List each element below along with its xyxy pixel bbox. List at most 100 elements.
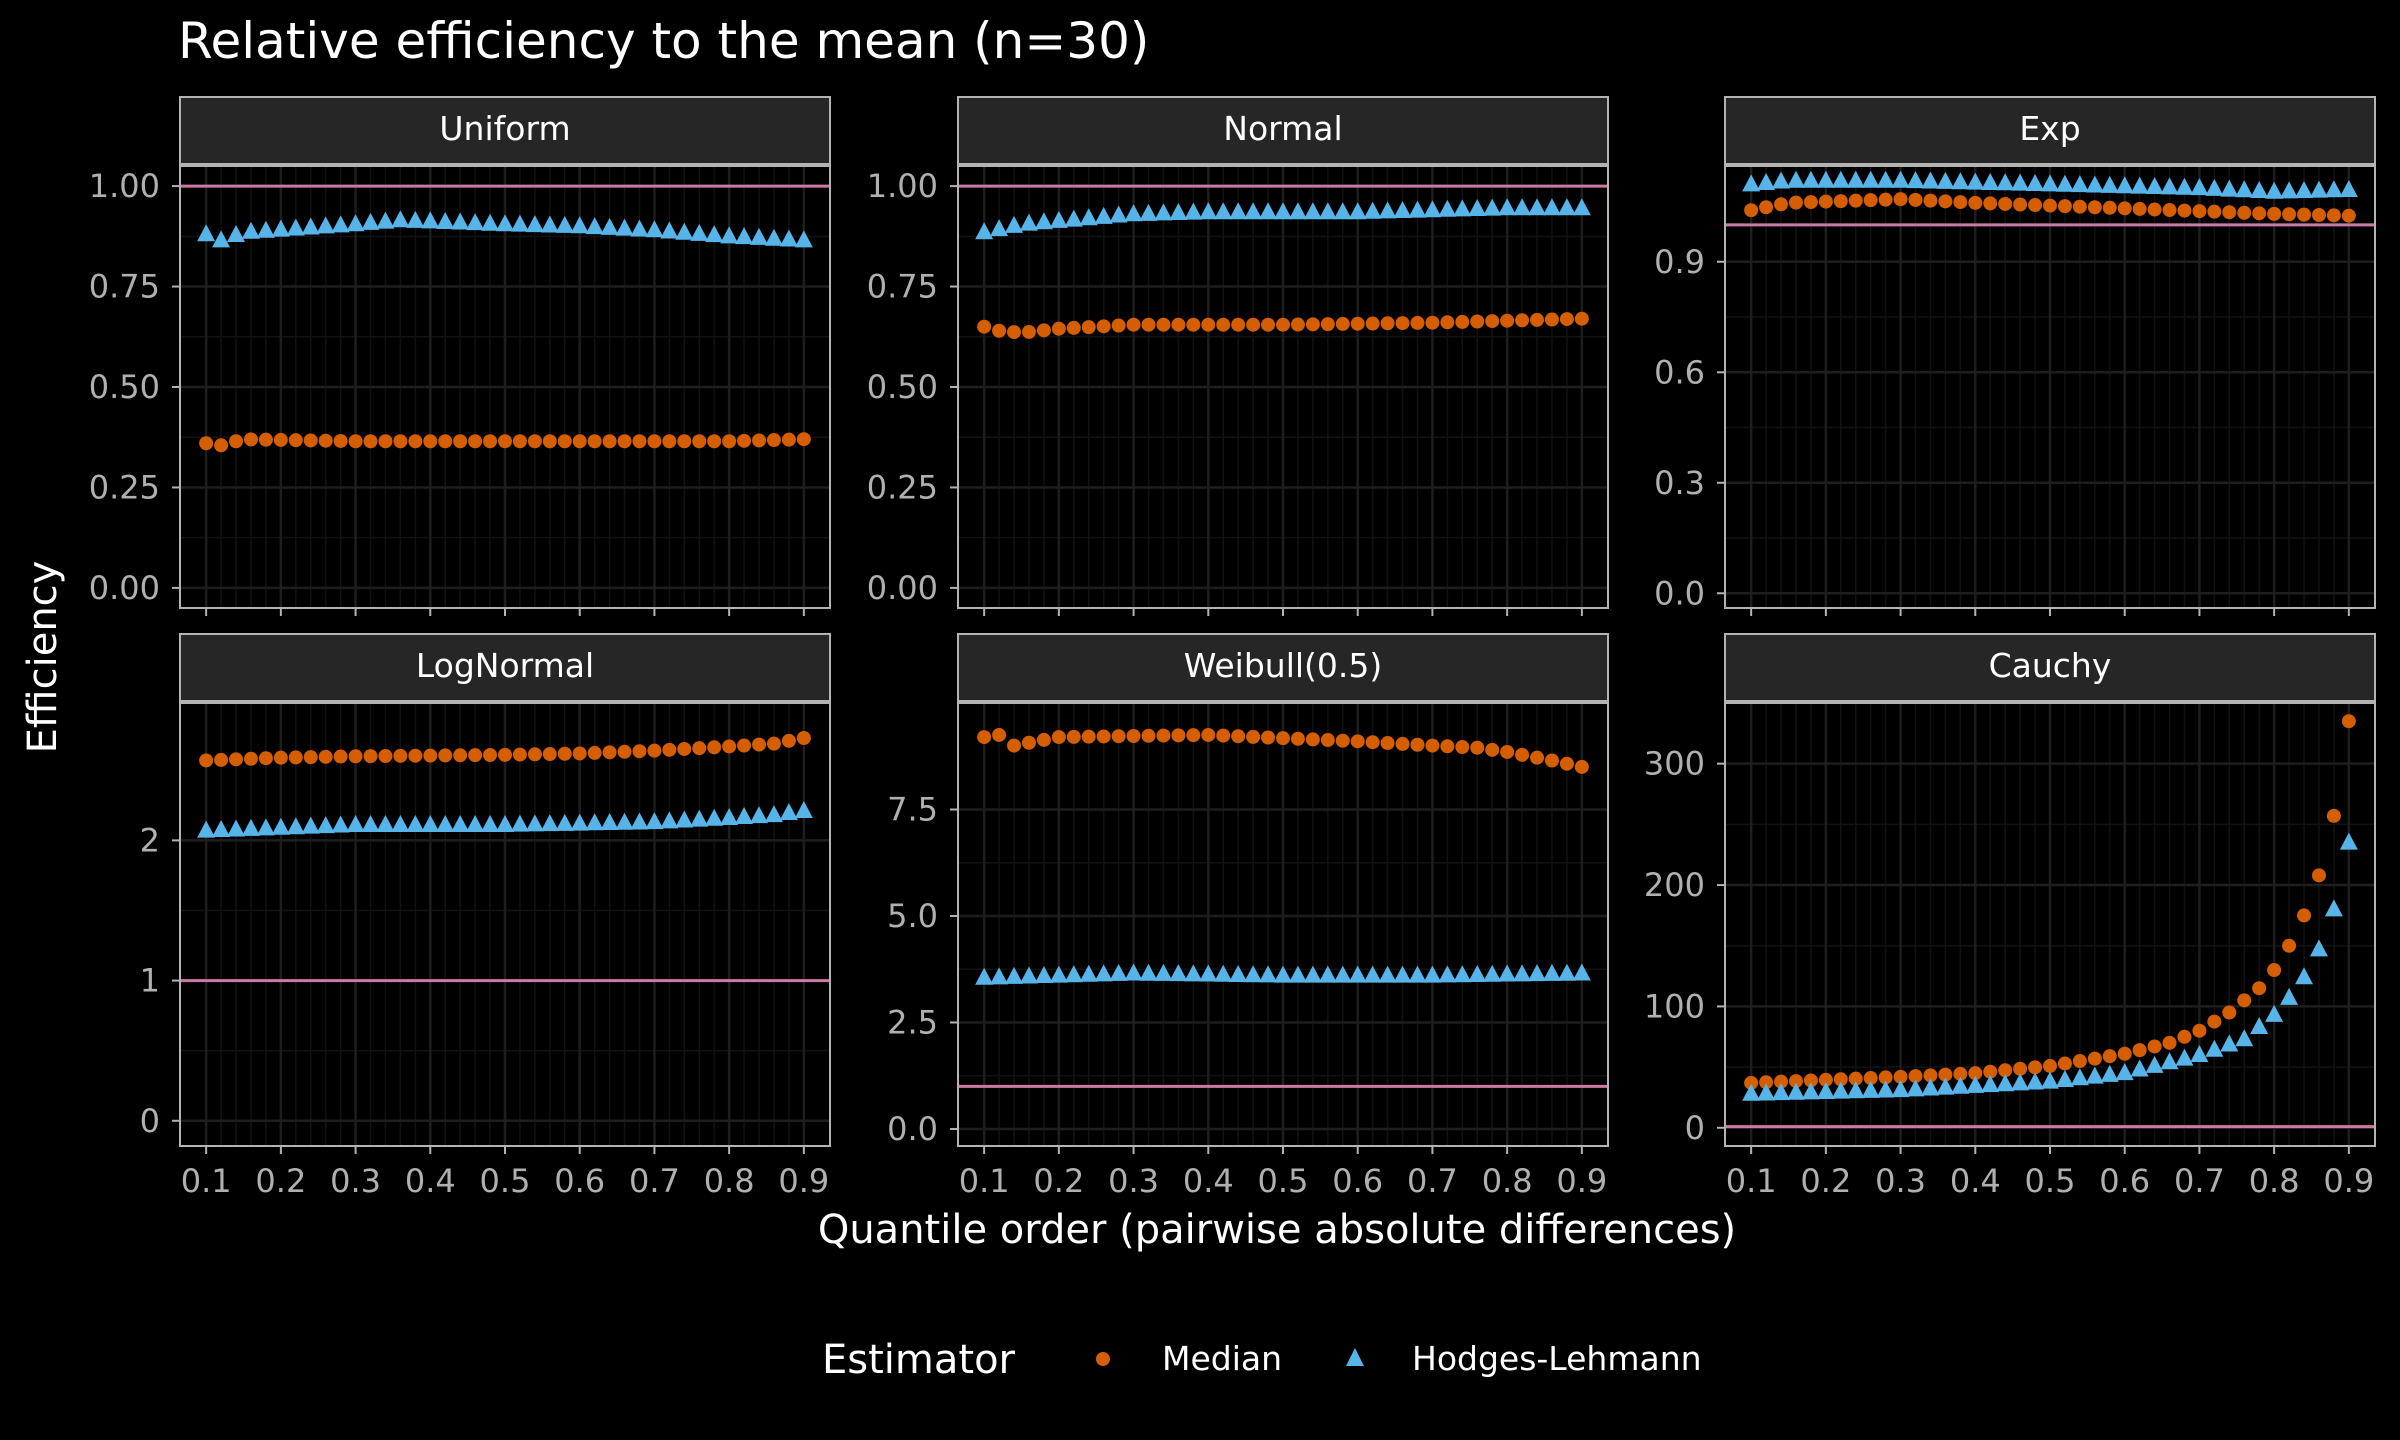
point-hodges-lehmann — [705, 225, 724, 243]
y-tick-label: 0.50 — [867, 368, 938, 406]
point-median — [318, 749, 333, 764]
point-median — [1983, 196, 1998, 211]
point-hodges-lehmann — [1229, 964, 1248, 982]
point-hodges-lehmann — [750, 806, 769, 824]
point-median — [2311, 868, 2326, 883]
y-tick-label: 0 — [140, 1102, 160, 1140]
point-hodges-lehmann — [1079, 208, 1098, 226]
point-hodges-lehmann — [1169, 964, 1188, 982]
y-tick-label: 0.00 — [867, 569, 938, 607]
point-hodges-lehmann — [1966, 1075, 1985, 1093]
point-median — [423, 434, 438, 449]
strip-label-cauchy: Cauchy — [1989, 646, 2112, 685]
point-hodges-lehmann — [1981, 1075, 2000, 1093]
point-hodges-lehmann — [271, 219, 290, 237]
facet-panels: Uniform0.000.250.500.751.00Normal0.000.2… — [89, 96, 2376, 1200]
point-median — [1744, 1075, 1759, 1090]
point-hodges-lehmann — [1109, 963, 1128, 981]
point-hodges-lehmann — [271, 817, 290, 835]
point-hodges-lehmann — [1244, 202, 1263, 220]
point-hodges-lehmann — [2041, 1071, 2059, 1089]
point-median — [453, 434, 468, 449]
point-median — [2177, 1029, 2192, 1044]
point-hodges-lehmann — [660, 221, 679, 239]
point-hodges-lehmann — [1438, 199, 1457, 217]
point-median — [2043, 1058, 2057, 1073]
strip-lognormal — [179, 633, 831, 702]
point-hodges-lehmann — [1816, 170, 1835, 188]
point-median — [1500, 313, 1515, 328]
point-hodges-lehmann — [361, 212, 380, 230]
point-hodges-lehmann — [2041, 174, 2059, 192]
point-median — [527, 747, 542, 762]
point-median — [2102, 200, 2117, 215]
point-median — [1559, 756, 1574, 771]
point-hodges-lehmann — [2265, 1004, 2284, 1022]
point-hodges-lehmann — [555, 813, 574, 831]
point-hodges-lehmann — [1557, 198, 1576, 216]
x-tick-label: 0.8 — [704, 1162, 755, 1200]
point-hodges-lehmann — [2130, 1059, 2149, 1077]
point-hodges-lehmann — [1303, 202, 1322, 220]
point-median — [1081, 729, 1096, 744]
y-tick-label: 0.75 — [867, 268, 938, 306]
point-hodges-lehmann — [600, 217, 619, 235]
point-median — [1515, 747, 1530, 762]
point-hodges-lehmann — [1274, 965, 1292, 983]
point-hodges-lehmann — [975, 222, 994, 240]
point-median — [1320, 733, 1335, 748]
point-hodges-lehmann — [1318, 202, 1337, 220]
point-median — [1021, 735, 1036, 750]
point-median — [363, 434, 378, 449]
point-median — [1081, 320, 1096, 335]
point-median — [1759, 1075, 1774, 1090]
point-hodges-lehmann — [421, 211, 440, 229]
point-median — [1141, 728, 1156, 743]
point-median — [483, 748, 498, 763]
point-median — [1923, 1068, 1938, 1083]
point-hodges-lehmann — [1214, 202, 1233, 220]
point-median — [303, 433, 318, 448]
point-median — [1788, 195, 1803, 210]
point-median — [1171, 317, 1186, 332]
y-axis-label: Efficiency — [20, 561, 66, 754]
point-median — [378, 434, 393, 449]
point-median — [977, 319, 992, 334]
point-hodges-lehmann — [1742, 174, 1761, 192]
point-median — [2282, 207, 2297, 222]
point-hodges-lehmann — [2190, 178, 2209, 196]
point-median — [393, 748, 408, 763]
point-hodges-lehmann — [2100, 1064, 2119, 1082]
point-median — [1320, 317, 1335, 332]
point-median — [662, 434, 677, 449]
point-median — [692, 741, 707, 756]
point-hodges-lehmann — [1438, 965, 1457, 983]
point-hodges-lehmann — [1831, 170, 1850, 188]
point-median — [363, 749, 378, 764]
point-median — [1998, 1063, 2013, 1078]
point-hodges-lehmann — [2070, 1068, 2089, 1086]
point-median — [408, 748, 423, 763]
y-tick-label: 0.0 — [1654, 574, 1705, 612]
point-hodges-lehmann — [1936, 171, 1955, 189]
point-median — [722, 434, 737, 449]
point-median — [468, 434, 483, 449]
point-median — [2237, 993, 2252, 1008]
point-median — [1171, 728, 1186, 743]
point-median — [1350, 316, 1365, 331]
legend-median-label: Median — [1162, 1339, 1282, 1378]
point-median — [1290, 731, 1305, 746]
point-hodges-lehmann — [2220, 179, 2239, 197]
point-hodges-lehmann — [481, 213, 500, 231]
point-median — [1893, 1069, 1908, 1084]
point-hodges-lehmann — [1378, 201, 1397, 219]
point-median — [1335, 733, 1350, 748]
point-hodges-lehmann — [1742, 1083, 1761, 1101]
point-median — [781, 733, 796, 748]
point-hodges-lehmann — [1996, 1074, 2015, 1092]
y-tick-label: 1 — [140, 962, 160, 1000]
point-hodges-lehmann — [630, 812, 649, 830]
point-hodges-lehmann — [421, 814, 440, 832]
point-hodges-lehmann — [1378, 965, 1397, 983]
point-median — [1878, 1070, 1893, 1085]
